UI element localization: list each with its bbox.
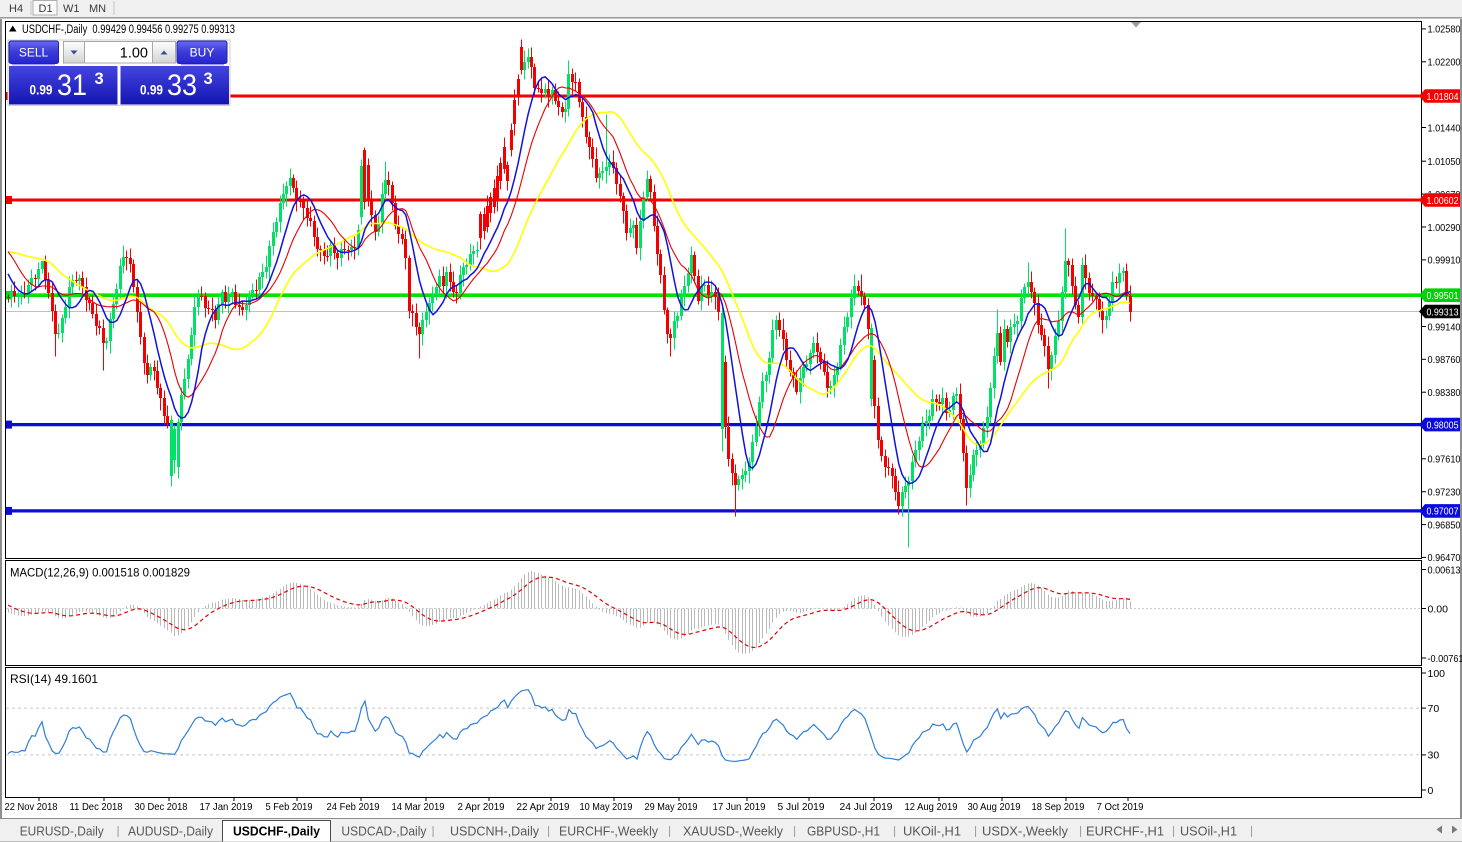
svg-text:5 Jul 2019: 5 Jul 2019 (778, 801, 825, 813)
svg-text:5 Feb 2019: 5 Feb 2019 (266, 801, 313, 813)
svg-text:|: | (117, 824, 120, 838)
svg-text:|: | (668, 824, 671, 838)
svg-text:12 Aug 2019: 12 Aug 2019 (905, 801, 958, 813)
svg-text:1.01440: 1.01440 (1428, 122, 1461, 134)
svg-text:H4: H4 (9, 3, 23, 15)
svg-text:24 Jul 2019: 24 Jul 2019 (840, 801, 893, 813)
svg-text:1.01804: 1.01804 (1427, 91, 1459, 103)
svg-text:33: 33 (167, 69, 197, 102)
svg-text:USOil-,H1: USOil-,H1 (1180, 824, 1237, 839)
svg-text:22 Nov 2018: 22 Nov 2018 (5, 801, 58, 813)
svg-text:0.97610: 0.97610 (1428, 454, 1461, 466)
svg-text:|: | (1172, 824, 1175, 838)
svg-text:EURCHF-,Weekly: EURCHF-,Weekly (559, 824, 658, 839)
svg-text:3: 3 (204, 70, 213, 88)
svg-text:RSI(14) 49.1601: RSI(14) 49.1601 (10, 672, 98, 686)
svg-text:|: | (432, 824, 435, 838)
svg-text:0.99501: 0.99501 (1427, 290, 1459, 302)
svg-text:24 Feb 2019: 24 Feb 2019 (327, 801, 380, 813)
svg-text:GBPUSD-,H1: GBPUSD-,H1 (807, 824, 880, 839)
svg-text:0.97230: 0.97230 (1428, 487, 1461, 499)
svg-text:70: 70 (1428, 703, 1440, 715)
svg-text:USDCNH-,Daily: USDCNH-,Daily (450, 824, 539, 839)
svg-text:USDCHF-,Daily: USDCHF-,Daily (233, 824, 321, 839)
svg-text:10 May 2019: 10 May 2019 (580, 801, 633, 813)
svg-text:30 Dec 2018: 30 Dec 2018 (135, 801, 188, 813)
svg-text:EURCHF-,H1: EURCHF-,H1 (1086, 824, 1164, 839)
svg-text:30: 30 (1428, 750, 1440, 762)
svg-text:3: 3 (95, 70, 104, 88)
svg-text:0.96470: 0.96470 (1428, 552, 1461, 564)
svg-text:0.98760: 0.98760 (1428, 354, 1461, 366)
svg-text:|: | (974, 824, 977, 838)
svg-text:W1: W1 (63, 3, 80, 15)
svg-text:17 Jun 2019: 17 Jun 2019 (713, 801, 766, 813)
svg-text:XAUUSD-,Weekly: XAUUSD-,Weekly (683, 824, 783, 839)
svg-text:USDCHF-,Daily 0.99429 0.99456: USDCHF-,Daily 0.99429 0.99456 0.99275 0.… (22, 24, 235, 36)
svg-text:1.01050: 1.01050 (1428, 156, 1461, 168)
svg-text:1.00290: 1.00290 (1428, 222, 1461, 234)
svg-text:0.98005: 0.98005 (1427, 419, 1459, 431)
svg-text:AUDUSD-,Daily: AUDUSD-,Daily (128, 824, 213, 839)
svg-text:0.99: 0.99 (30, 83, 53, 98)
svg-text:11 Dec 2018: 11 Dec 2018 (70, 801, 123, 813)
svg-text:MN: MN (89, 3, 106, 15)
svg-text:2 Apr 2019: 2 Apr 2019 (458, 801, 505, 813)
svg-text:1.00: 1.00 (120, 46, 148, 62)
svg-text:14 Mar 2019: 14 Mar 2019 (392, 801, 445, 813)
svg-text:-0.00761: -0.00761 (1428, 653, 1462, 665)
svg-text:0.00: 0.00 (1428, 603, 1449, 615)
svg-text:|: | (547, 824, 550, 838)
svg-text:1.02200: 1.02200 (1428, 57, 1461, 69)
svg-text:0.96850: 0.96850 (1428, 519, 1461, 531)
svg-text:USDCAD-,Daily: USDCAD-,Daily (341, 824, 426, 839)
svg-text:BUY: BUY (190, 46, 215, 60)
svg-text:|: | (1250, 824, 1253, 838)
svg-text:7 Oct 2019: 7 Oct 2019 (1097, 801, 1144, 813)
svg-text:EURUSD-,Daily: EURUSD-,Daily (20, 824, 104, 839)
svg-text:UKOil-,H1: UKOil-,H1 (903, 824, 961, 839)
svg-text:|: | (1079, 824, 1082, 838)
svg-text:30 Aug 2019: 30 Aug 2019 (968, 801, 1021, 813)
svg-text:0.99313: 0.99313 (1427, 306, 1459, 318)
svg-text:1.02580: 1.02580 (1428, 24, 1461, 36)
svg-text:31: 31 (57, 69, 87, 102)
svg-text:0: 0 (1428, 785, 1434, 797)
svg-text:D1: D1 (39, 3, 53, 15)
svg-text:100: 100 (1428, 668, 1446, 680)
svg-text:SELL: SELL (19, 46, 49, 60)
svg-text:0.99: 0.99 (140, 83, 163, 98)
svg-text:17 Jan 2019: 17 Jan 2019 (200, 801, 253, 813)
svg-text:0.99140: 0.99140 (1428, 321, 1461, 333)
svg-text:29 May 2019: 29 May 2019 (645, 801, 698, 813)
svg-text:22 Apr 2019: 22 Apr 2019 (517, 801, 570, 813)
svg-text:0.98380: 0.98380 (1428, 387, 1461, 399)
svg-text:MACD(12,26,9) 0.001518 0.00182: MACD(12,26,9) 0.001518 0.001829 (10, 566, 190, 580)
svg-text:USDX-,Weekly: USDX-,Weekly (982, 824, 1068, 839)
svg-text:|: | (793, 824, 796, 838)
svg-text:|: | (893, 824, 896, 838)
svg-text:1.00602: 1.00602 (1427, 195, 1459, 207)
svg-text:0.97007: 0.97007 (1427, 506, 1459, 518)
svg-text:0.99910: 0.99910 (1428, 255, 1461, 267)
svg-text:0.00613: 0.00613 (1428, 564, 1461, 576)
svg-text:18 Sep 2019: 18 Sep 2019 (1032, 801, 1085, 813)
